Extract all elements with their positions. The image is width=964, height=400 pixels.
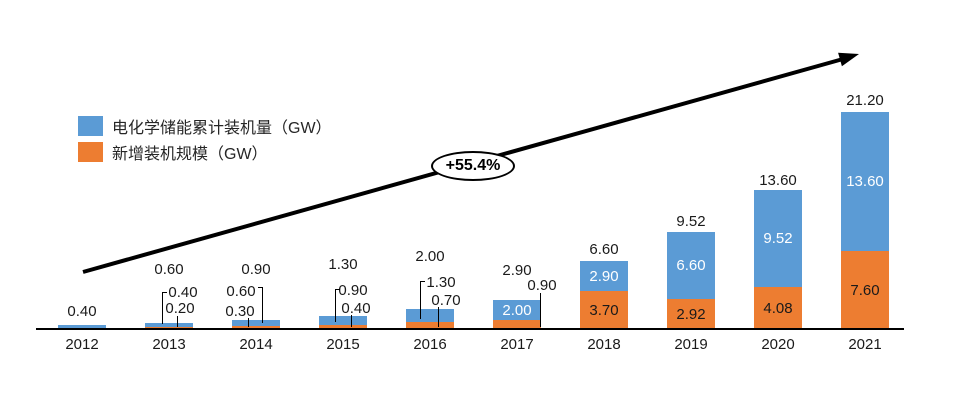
bar-2014-new xyxy=(232,326,280,329)
growth-rate-badge: +55.4% xyxy=(431,151,515,181)
callout-line-cumulative-2015 xyxy=(335,289,340,322)
x-axis-line xyxy=(36,328,904,330)
total-label-2016: 2.00 xyxy=(415,248,445,265)
bar-2018-cumulative xyxy=(580,261,628,291)
x-axis-label-2019: 2019 xyxy=(674,336,708,353)
legend-swatch-new-icon xyxy=(78,142,103,162)
bar-2016-new xyxy=(406,322,454,329)
bar-2013-cumulative xyxy=(145,323,193,327)
cumulative-value-label-2017: 2.00 xyxy=(502,301,532,319)
cumulative-value-label-2018: 2.90 xyxy=(589,267,619,285)
bar-2017-new xyxy=(493,320,541,329)
bar-2017-cumulative xyxy=(493,300,541,320)
total-label-2013: 0.60 xyxy=(154,261,184,278)
total-label-2017: 2.90 xyxy=(502,262,532,279)
bar-2019-new xyxy=(667,299,715,329)
bar-2016-cumulative xyxy=(406,309,454,322)
new-value-label-2015: 0.40 xyxy=(341,300,371,317)
callout-line-new-2013 xyxy=(177,316,178,327)
x-axis-label-2020: 2020 xyxy=(761,336,795,353)
total-label-2020: 13.60 xyxy=(759,172,797,189)
callout-line-new-2016 xyxy=(438,307,439,327)
cumulative-value-label-2021: 13.60 xyxy=(846,173,884,190)
bar-2014-cumulative xyxy=(232,320,280,326)
bar-2019-cumulative xyxy=(667,232,715,299)
x-axis-label-2017: 2017 xyxy=(500,336,534,353)
cumulative-value-label-2014: 0.60 xyxy=(226,283,256,300)
new-value-label-2013: 0.20 xyxy=(165,300,195,317)
cumulative-value-label-2019: 6.60 xyxy=(676,257,706,274)
callout-line-new-2017 xyxy=(540,293,541,327)
legend-label-new: 新增装机规模（GW） xyxy=(112,146,268,163)
cumulative-value-label-2020: 9.52 xyxy=(763,230,793,247)
bar-2018-new xyxy=(580,291,628,329)
x-axis-label-2014: 2014 xyxy=(239,336,273,353)
bar-2012-cumulative xyxy=(58,325,106,329)
new-value-label-2021: 7.60 xyxy=(850,281,880,299)
bar-2020-cumulative xyxy=(754,190,802,287)
legend: 电化学储能累计装机量（GW） 新增装机规模（GW） xyxy=(78,113,332,165)
x-axis-label-2018: 2018 xyxy=(587,336,621,353)
x-axis-label-2015: 2015 xyxy=(326,336,360,353)
bar-2021-cumulative xyxy=(841,112,889,251)
callout-line-cumulative-2013 xyxy=(162,292,167,324)
cumulative-value-label-2015: 0.90 xyxy=(338,282,368,299)
callout-line-cumulative-2016 xyxy=(420,281,425,319)
cumulative-value-label-2016: 1.30 xyxy=(426,274,456,291)
new-value-label-2016: 0.70 xyxy=(431,292,461,309)
new-value-label-2014: 0.30 xyxy=(225,303,255,320)
bar-2021-new xyxy=(841,251,889,329)
growth-arrow-head-icon xyxy=(838,52,859,67)
legend-label-cumulative: 电化学储能累计装机量（GW） xyxy=(112,120,332,137)
total-label-2018: 6.60 xyxy=(589,241,619,258)
bar-2015-cumulative xyxy=(319,316,367,325)
callout-line-new-2014 xyxy=(248,318,249,327)
new-value-label-2020: 4.08 xyxy=(763,299,793,317)
legend-swatch-cumulative-icon xyxy=(78,116,103,136)
x-axis-label-2016: 2016 xyxy=(413,336,447,353)
new-value-label-2018: 3.70 xyxy=(589,301,619,319)
total-label-2015: 1.30 xyxy=(328,256,358,273)
legend-item-new: 新增装机规模（GW） xyxy=(78,139,332,165)
bar-2020-new xyxy=(754,287,802,329)
x-axis-label-2013: 2013 xyxy=(152,336,186,353)
total-label-2014: 0.90 xyxy=(241,261,271,278)
new-value-label-2019: 2.92 xyxy=(676,305,706,323)
x-axis-label-2021: 2021 xyxy=(848,336,882,353)
total-label-2012: 0.40 xyxy=(67,303,97,320)
callout-line-cumulative-2014 xyxy=(258,287,263,323)
callout-line-new-2015 xyxy=(351,315,352,327)
new-value-label-2017: 0.90 xyxy=(527,277,557,294)
total-label-2019: 9.52 xyxy=(676,213,706,230)
legend-item-cumulative: 电化学储能累计装机量（GW） xyxy=(78,113,332,139)
x-axis-label-2012: 2012 xyxy=(65,336,99,353)
total-label-2021: 21.20 xyxy=(846,92,884,109)
bar-2015-new xyxy=(319,325,367,329)
cumulative-value-label-2013: 0.40 xyxy=(168,284,198,301)
